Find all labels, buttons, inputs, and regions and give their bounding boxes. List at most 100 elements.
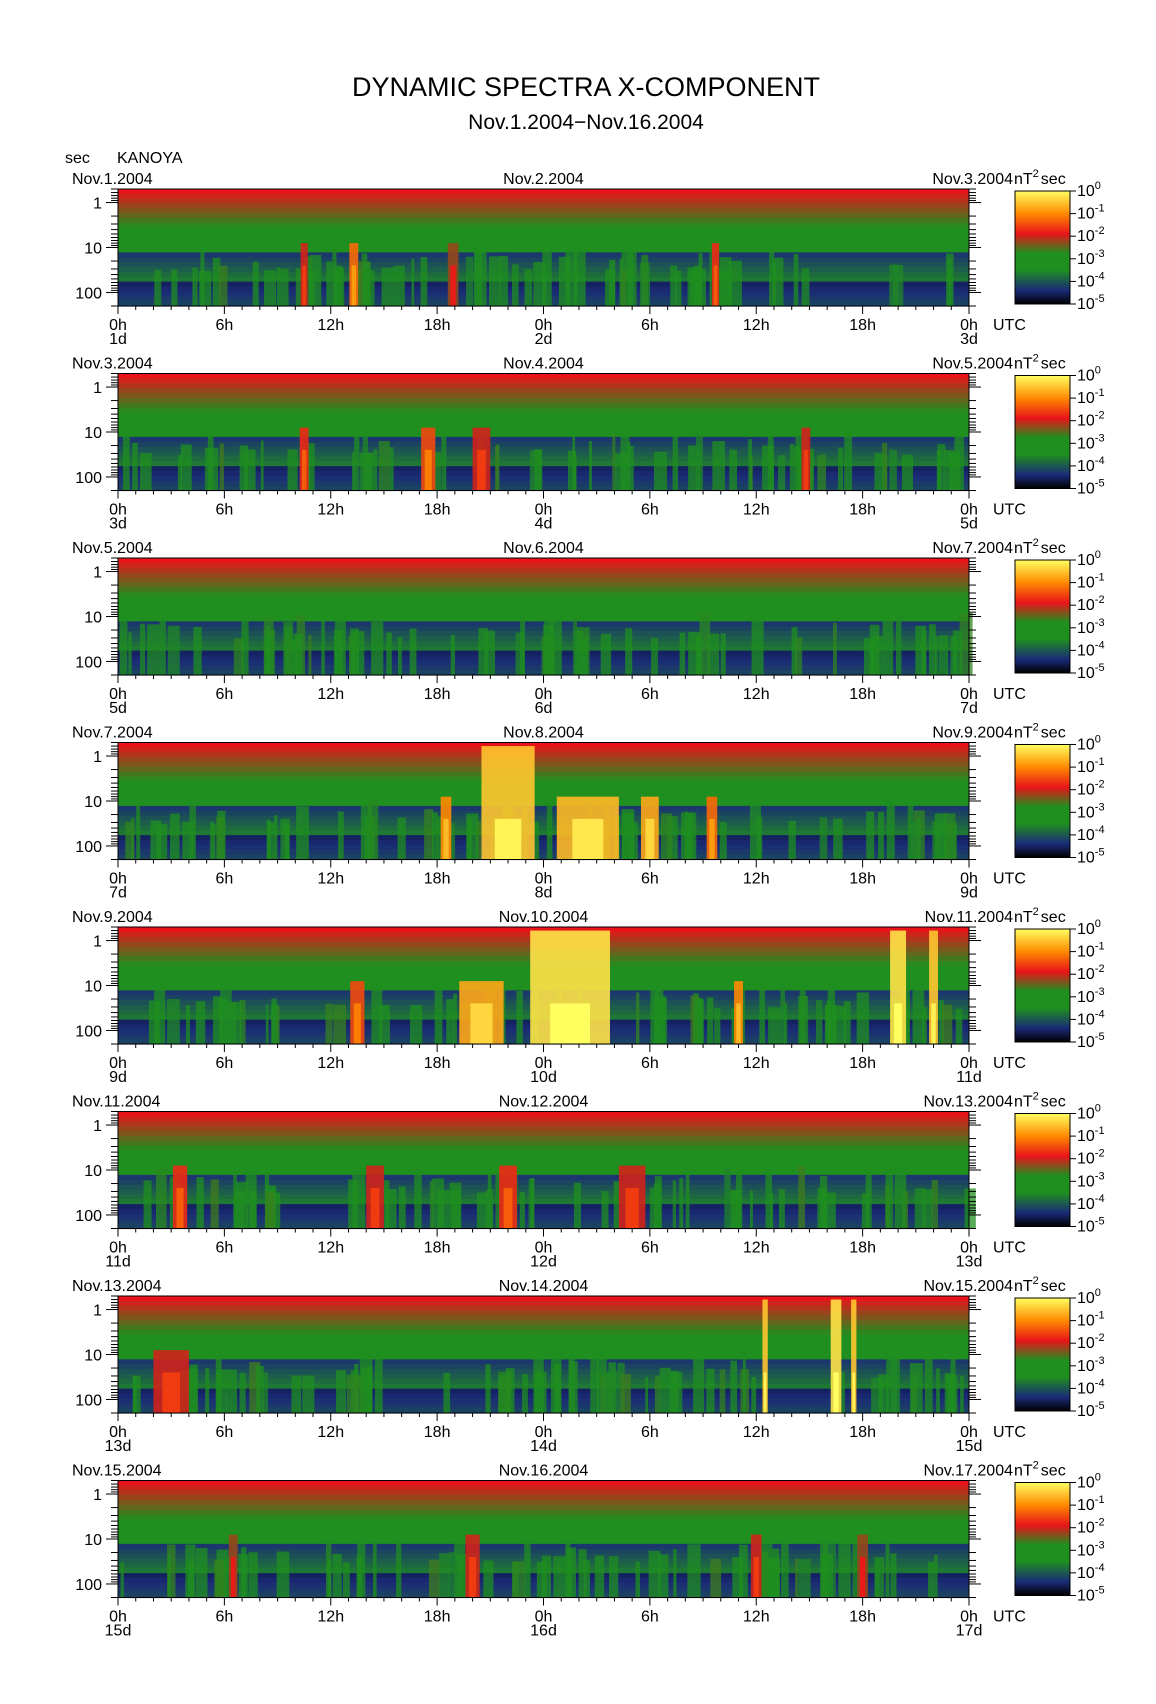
spectrum-band xyxy=(118,1500,969,1506)
utc-label: UTC xyxy=(993,502,1026,519)
activity-streak xyxy=(353,436,360,491)
panel-date-mid: Nov.10.2004 xyxy=(499,909,589,926)
spectrum-band xyxy=(118,441,969,448)
activity-streak xyxy=(614,453,627,491)
activity-streak xyxy=(910,821,917,860)
colorbar-unit: nT2 sec xyxy=(1014,537,1066,557)
colorbar-tick-label: 10-2 xyxy=(1077,1148,1105,1168)
spectrogram-panel: 1 10 100 0h 6h 12h 18h 0h 6h 12h 18h 0h UTC 3d 4d 5d Nov… xyxy=(72,353,1105,533)
x-tick-label: 0h xyxy=(535,1240,553,1257)
activity-streak xyxy=(892,264,904,306)
activity-streak xyxy=(147,624,160,675)
colorbar-unit: nT2 sec xyxy=(1014,722,1066,742)
event-core xyxy=(503,1187,513,1229)
activity-streak xyxy=(735,1165,743,1229)
activity-streak xyxy=(795,1558,799,1598)
activity-streak xyxy=(687,1544,701,1598)
activity-streak xyxy=(936,1368,940,1413)
y-tick-label: 100 xyxy=(75,470,102,487)
x-tick-label: 18h xyxy=(424,1055,451,1072)
activity-streak xyxy=(793,253,799,306)
spectrum-band xyxy=(118,1330,969,1336)
activity-streak xyxy=(679,1178,684,1229)
day-label: 2d xyxy=(535,331,553,348)
activity-streak xyxy=(838,1540,851,1598)
activity-streak xyxy=(542,249,552,306)
activity-streak xyxy=(325,1003,333,1044)
activity-streak xyxy=(875,1557,880,1598)
spectrum-band xyxy=(118,1160,969,1166)
activity-streak xyxy=(931,1180,938,1229)
y-tick-label: 10 xyxy=(84,979,102,996)
activity-streak xyxy=(409,1005,423,1044)
activity-streak xyxy=(672,1180,676,1229)
y-tick-label: 1 xyxy=(93,934,102,951)
activity-streak xyxy=(128,632,132,675)
day-label: 6d xyxy=(535,700,553,717)
day-label: 9d xyxy=(109,1069,127,1086)
y-tick-label: 10 xyxy=(84,1348,102,1365)
event-core xyxy=(833,1372,839,1413)
x-tick-label: 12h xyxy=(743,1424,770,1441)
activity-streak xyxy=(751,1376,757,1413)
spectrum-band xyxy=(118,844,969,851)
activity-streak xyxy=(524,1539,531,1598)
activity-streak xyxy=(582,636,588,675)
activity-streak xyxy=(478,628,488,675)
colorbar-tick-label: 100 xyxy=(1077,1472,1101,1492)
y-tick-label: 1 xyxy=(93,565,102,582)
activity-streak xyxy=(520,612,525,675)
y-tick-label: 100 xyxy=(75,839,102,856)
spectrum-band xyxy=(118,849,969,856)
activity-streak xyxy=(921,630,927,675)
colorbar-tick-label: 100 xyxy=(1077,180,1101,200)
activity-streak xyxy=(938,1000,944,1044)
activity-streak xyxy=(132,1375,141,1413)
activity-streak xyxy=(143,1180,152,1229)
activity-streak xyxy=(695,434,703,491)
spectrum-band xyxy=(118,427,969,433)
activity-streak xyxy=(928,624,936,675)
x-tick-label: 0h xyxy=(535,1055,553,1072)
activity-streak xyxy=(233,638,244,675)
spectrum-band xyxy=(118,466,969,472)
utc-label: UTC xyxy=(993,1240,1026,1257)
activity-streak xyxy=(195,1547,208,1598)
activity-streak xyxy=(333,267,345,306)
activity-streak xyxy=(171,269,178,306)
colorbar-tick-label: 10-4 xyxy=(1077,1562,1105,1582)
activity-streak xyxy=(658,1554,669,1598)
activity-streak xyxy=(572,428,576,491)
colorbar-tick-label: 10-1 xyxy=(1077,756,1105,776)
activity-streak xyxy=(367,799,379,860)
colorbar-unit: nT2 sec xyxy=(1014,168,1066,188)
spectrogram-panel: 1 10 100 0h 6h 12h 18h 0h 6h 12h 18h 0h UTC 7d 8d 9d Nov… xyxy=(72,722,1105,902)
colorbar-tick-label: 10-1 xyxy=(1077,1310,1105,1330)
activity-streak xyxy=(393,265,405,306)
activity-streak xyxy=(543,620,554,675)
activity-streak xyxy=(263,270,277,306)
activity-streak xyxy=(498,1371,512,1413)
colorbar-unit: nT2 sec xyxy=(1014,1275,1066,1295)
colorbar-tick-label: 10-3 xyxy=(1077,1355,1105,1375)
spectrum-band xyxy=(118,820,969,826)
activity-streak xyxy=(186,1368,198,1413)
panel-date-right: Nov.15.2004 xyxy=(923,1278,1013,1295)
colorbar-tick-label: 10-1 xyxy=(1077,941,1105,961)
spectrum-band xyxy=(118,436,969,443)
activity-streak xyxy=(928,1561,935,1598)
spectrum-band xyxy=(118,558,969,564)
activity-streak xyxy=(429,1180,434,1229)
x-tick-label: 12h xyxy=(317,1055,344,1072)
activity-streak xyxy=(536,1561,547,1598)
event-core xyxy=(572,818,604,860)
event-core xyxy=(753,1556,759,1598)
activity-streak xyxy=(770,1193,774,1229)
activity-streak xyxy=(772,261,776,306)
activity-streak xyxy=(485,1364,491,1413)
activity-streak xyxy=(720,633,726,675)
colorbar-tick-label: 10-4 xyxy=(1077,1193,1105,1213)
colorbar-tick-label: 10-3 xyxy=(1077,432,1105,452)
activity-streak xyxy=(386,632,392,675)
